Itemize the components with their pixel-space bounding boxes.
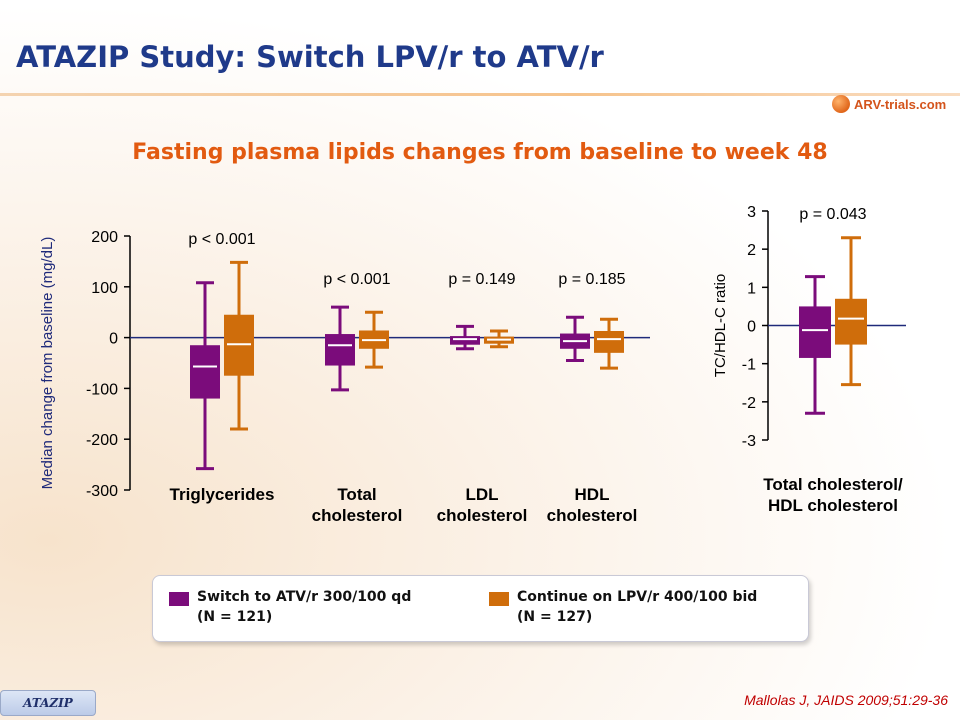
y-tick-label: -3 bbox=[742, 433, 756, 450]
category-label: cholesterol bbox=[437, 506, 528, 525]
box-iqr bbox=[799, 306, 831, 358]
legend-label-atv-line1: Switch to ATV/r 300/100 qd bbox=[197, 589, 412, 605]
y-tick-label: 100 bbox=[91, 280, 118, 297]
category-label: HDL cholesterol bbox=[768, 496, 898, 515]
category-label: LDL bbox=[465, 485, 498, 504]
box-iqr bbox=[835, 298, 867, 345]
y-tick-label: 1 bbox=[747, 280, 756, 297]
box-plot-lpv bbox=[224, 260, 254, 431]
category-label: Total bbox=[337, 485, 376, 504]
p-value-label: p = 0.185 bbox=[558, 271, 625, 288]
category-label: cholesterol bbox=[312, 506, 403, 525]
legend-swatch-atv bbox=[169, 592, 189, 606]
y-axis-label: TC/HDL-C ratio bbox=[712, 274, 729, 377]
y-tick-label: -2 bbox=[742, 395, 756, 412]
legend-label-lpv: Continue on LPV/r 400/100 bid (N = 127) bbox=[517, 587, 757, 627]
box-plot-lpv bbox=[835, 236, 867, 387]
y-tick-label: 0 bbox=[747, 319, 756, 336]
y-tick-label: -100 bbox=[86, 381, 118, 398]
box-plot-lpv bbox=[359, 310, 389, 369]
y-tick-label: -300 bbox=[86, 483, 118, 500]
category-label: Total cholesterol/ bbox=[763, 475, 903, 494]
p-value-label: p < 0.001 bbox=[323, 271, 390, 288]
title-divider bbox=[0, 93, 960, 96]
y-tick-label: 0 bbox=[109, 331, 118, 348]
box-iqr bbox=[190, 345, 220, 399]
p-value-label: p = 0.149 bbox=[448, 271, 515, 288]
box-plot-atv bbox=[560, 315, 590, 362]
slide-title: ATAZIP Study: Switch LPV/r to ATV/r bbox=[16, 40, 604, 74]
y-tick-label: 3 bbox=[747, 204, 756, 221]
arv-trials-logo: ARV-trials.com bbox=[830, 92, 955, 118]
logo-text: ARV-trials.com bbox=[854, 97, 947, 112]
box-plot-atv bbox=[325, 305, 355, 392]
box-plot-lpv bbox=[484, 329, 514, 349]
box-plot-lpv bbox=[594, 317, 624, 370]
chart-subtitle: Fasting plasma lipids changes from basel… bbox=[132, 140, 828, 165]
y-tick-label: -200 bbox=[86, 432, 118, 449]
box-iqr bbox=[450, 336, 480, 345]
p-value-label: p = 0.043 bbox=[799, 206, 866, 223]
study-badge: ATAZIP bbox=[0, 690, 96, 716]
legend-label-atv: Switch to ATV/r 300/100 qd (N = 121) bbox=[197, 587, 411, 627]
chart-panel-2: 3 2 1 0 -1 -2 -3 TC/HDL-C ratio p = 0.043 Total c… bbox=[712, 204, 906, 515]
legend-label-atv-line2: (N = 121) bbox=[197, 609, 273, 625]
y-tick-label: -1 bbox=[742, 357, 756, 374]
y-axis-label: Median change from baseline (mg/dL) bbox=[39, 237, 56, 490]
box-plot-atv bbox=[450, 324, 480, 351]
p-value-label: p < 0.001 bbox=[188, 231, 255, 248]
logo-mark-icon bbox=[832, 95, 850, 113]
legend-label-lpv-line2: (N = 127) bbox=[517, 609, 593, 625]
y-tick-label: 200 bbox=[91, 229, 118, 246]
legend-swatch-lpv bbox=[489, 592, 509, 606]
box-iqr bbox=[594, 330, 624, 353]
box-plot-atv bbox=[799, 275, 831, 415]
y-tick-label: 2 bbox=[747, 242, 756, 259]
legend-box: Switch to ATV/r 300/100 qd (N = 121) Con… bbox=[152, 575, 809, 642]
legend-label-lpv-line1: Continue on LPV/r 400/100 bid bbox=[517, 589, 758, 605]
box-iqr bbox=[325, 334, 355, 366]
citation: Mallolas J, JAIDS 2009;51:29-36 bbox=[744, 692, 948, 708]
chart-panel-1: 200 100 0 -100 -200 -300 Median change from ba… bbox=[39, 229, 650, 525]
box-plot-atv bbox=[190, 281, 220, 471]
box-iqr bbox=[224, 314, 254, 376]
category-label: cholesterol bbox=[547, 506, 638, 525]
category-label: Triglycerides bbox=[170, 485, 275, 504]
category-label: HDL bbox=[575, 485, 610, 504]
